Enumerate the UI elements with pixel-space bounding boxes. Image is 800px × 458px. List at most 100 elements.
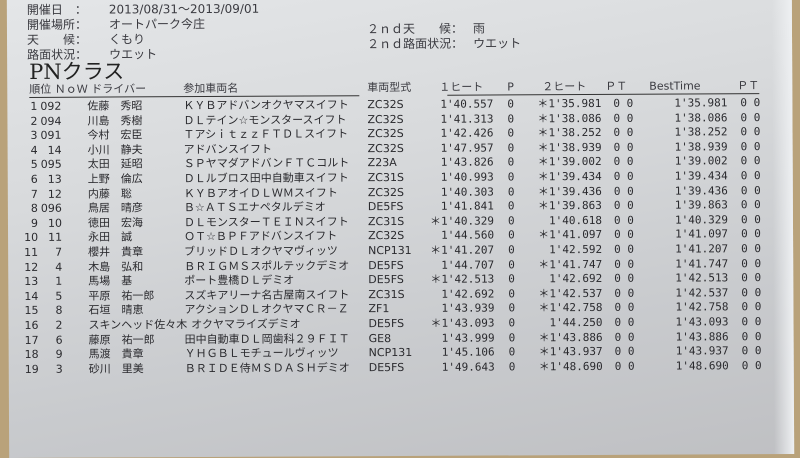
- driver-car-cell: 永田 誠 ＯＴ☆ＢＰＦアドバンスイフト: [88, 230, 337, 245]
- heat1-time: 1'43.999: [441, 331, 495, 345]
- driver: 小川 静夫: [87, 143, 143, 157]
- car-number: 091: [40, 128, 62, 143]
- heat1-time: 1'42.426: [440, 126, 494, 140]
- best-penalty: 0 0: [741, 329, 762, 343]
- heat2-penalty: 0 0: [613, 111, 634, 125]
- heat1-time: 1'44.707: [441, 258, 495, 272]
- driver: 内藤 聡: [87, 187, 132, 201]
- driver-car-cell: 小川 静夫 アドバンスイフト: [88, 142, 272, 157]
- venue-label: 開催場所：: [26, 17, 87, 32]
- heat2-time: ＊1'38.939: [537, 140, 602, 155]
- driver: 鳥居 晴彦: [87, 201, 143, 215]
- heat2-time: ＊1'39.434: [537, 169, 602, 184]
- heat2-time: 1'42.592: [549, 242, 603, 257]
- driver-car-cell: 馬渡 貴章 ＹＨＧＢＬモチュールヴィッツ: [89, 347, 339, 362]
- heat1-time: 1'45.106: [441, 345, 495, 359]
- heat2-time: ＊1'48.690: [538, 359, 603, 374]
- heat1-time: 1'43.826: [440, 155, 494, 170]
- heat2-penalty: 0 0: [613, 140, 634, 154]
- class-title: PNクラス: [29, 59, 125, 84]
- driver-car-cell: 川島 秀樹 ＤＬテイン☆モンスタースイフト: [87, 113, 346, 128]
- best-time: 1'42.537: [675, 286, 729, 300]
- car-model: ZC32S: [367, 112, 404, 126]
- road2-label: ２ｎｄ路面状況：: [367, 36, 464, 52]
- car-model: ZC31S: [368, 287, 405, 301]
- heat2-penalty: 0 0: [613, 169, 634, 183]
- heat1-penalty: 0: [507, 141, 515, 155]
- driver-car-cell: 太田 延昭 ＳＰヤマダアドバンＦＴＣコルト: [88, 157, 350, 172]
- rank: 9: [30, 216, 39, 230]
- col-heat2: ２ヒート: [542, 80, 587, 94]
- col-p: P: [507, 80, 514, 94]
- car-name: ＤＬモンスターＴＥＩＮスイフト: [183, 215, 349, 229]
- heat1-penalty: 0: [507, 214, 515, 228]
- best-time: 1'38.939: [674, 140, 728, 154]
- car-model: DE5FS: [368, 273, 404, 287]
- best-penalty: 0 0: [740, 183, 761, 197]
- driver-car-cell: 平原 祐一郎 スズキアリーナ名古屋南スイフト: [88, 288, 349, 303]
- best-penalty: 0 0: [741, 256, 762, 270]
- heat2-penalty: 0 0: [614, 271, 635, 286]
- heat2-time: 1'44.250: [549, 315, 603, 330]
- car-model: Z23A: [367, 156, 397, 170]
- car-name: 田中自動車ＤＬ岡歯科２９ＦＩＴ: [184, 331, 350, 346]
- car-number: 2: [55, 318, 63, 332]
- car-name: ポート豊橋ＤＬデミオ: [184, 273, 295, 288]
- weather-line: 天 候： くもり: [27, 32, 145, 47]
- best-penalty: 0 0: [741, 358, 762, 373]
- rank: 10: [24, 231, 39, 245]
- heat2-time: ＊1'43.886: [538, 330, 603, 344]
- rank: 11: [24, 245, 39, 259]
- car-name: ＹＨＧＢＬモチュールヴィッツ: [184, 346, 339, 361]
- car-name: ＤＬルブロス田中自動車スイフト: [183, 171, 349, 186]
- best-penalty: 0 0: [741, 271, 762, 285]
- car-model: ZC31S: [367, 170, 404, 185]
- car-number: 7: [55, 245, 63, 259]
- venue-value: オートパーク今庄: [108, 17, 205, 32]
- car-number: 1: [55, 274, 63, 288]
- rank: 3: [30, 129, 38, 143]
- heat2-penalty: 0 0: [614, 242, 635, 256]
- driver-car-cell: 木島 弘和 ＢＲＩＧＭＳスポルテックデミオ: [88, 259, 349, 274]
- driver-car-cell: 内藤 聡 ＫＹＢアオイＤＬＷＭスイフト: [88, 186, 338, 201]
- heat1-penalty: 0: [507, 97, 515, 111]
- heat2-penalty: 0 0: [614, 257, 635, 271]
- car-model: NCP131: [368, 346, 413, 360]
- heat1-penalty: 0: [508, 287, 516, 301]
- heat1-penalty: 0: [508, 228, 515, 242]
- car-number: 3: [55, 362, 63, 376]
- heat1-penalty: 0: [508, 316, 516, 330]
- driver-car-cell: 櫻井 貴章 ブリッドＤＬオクヤマヴィッツ: [88, 244, 338, 259]
- best-time: 1'43.886: [675, 329, 729, 344]
- road2-line: ２ｎｄ路面状況： ウエット: [367, 36, 521, 51]
- car-number: 6: [55, 333, 63, 347]
- driver: 馬場 基: [88, 274, 133, 288]
- heat1-penalty: 0: [508, 345, 516, 359]
- best-penalty: 0 0: [741, 242, 762, 256]
- car-model: NCP131: [368, 243, 412, 258]
- heat2-penalty: 0 0: [614, 359, 635, 373]
- heat2-penalty: 0 0: [614, 330, 635, 344]
- heat2-penalty: 0 0: [613, 96, 634, 110]
- weather2-line: ２ｎｄ天 候： 雨: [367, 22, 485, 37]
- car-name: ＯＴ☆ＢＰＦアドバンスイフト: [184, 229, 338, 244]
- col-pt2: ＰＴ: [737, 79, 760, 93]
- heat2-time: ＊1'42.758: [538, 301, 603, 315]
- car-name: ＴアシｉｔｚｚＦＴＤＬスイフト: [183, 127, 349, 142]
- best-penalty: 0 0: [740, 125, 761, 139]
- heat2-penalty: 0 0: [613, 198, 634, 213]
- col-car-name: 参加車両名: [183, 81, 239, 96]
- best-penalty: 0 0: [740, 169, 761, 183]
- driver-car-cell: 砂川 里美 ＢＲＩＤＥ侍ＭＳＤＡＳＨデミオ: [89, 361, 350, 376]
- car-model: ZF1: [368, 302, 390, 316]
- rank: 12: [24, 260, 39, 274]
- car-number: 4: [55, 260, 63, 274]
- car-model: DE5FS: [367, 200, 404, 214]
- heat2-penalty: 0 0: [614, 228, 634, 242]
- rank: 19: [24, 362, 39, 376]
- driver-car-cell: 石垣 晴恵 アクションＤＬオクヤマＣＲ－Ｚ: [88, 303, 348, 318]
- car-name: ＢＲＩＤＥ侍ＭＳＤＡＳＨデミオ: [184, 361, 350, 375]
- driver: 砂川 里美: [88, 362, 144, 376]
- driver: 永田 誠: [88, 230, 133, 245]
- best-time: 1'39.436: [674, 183, 728, 198]
